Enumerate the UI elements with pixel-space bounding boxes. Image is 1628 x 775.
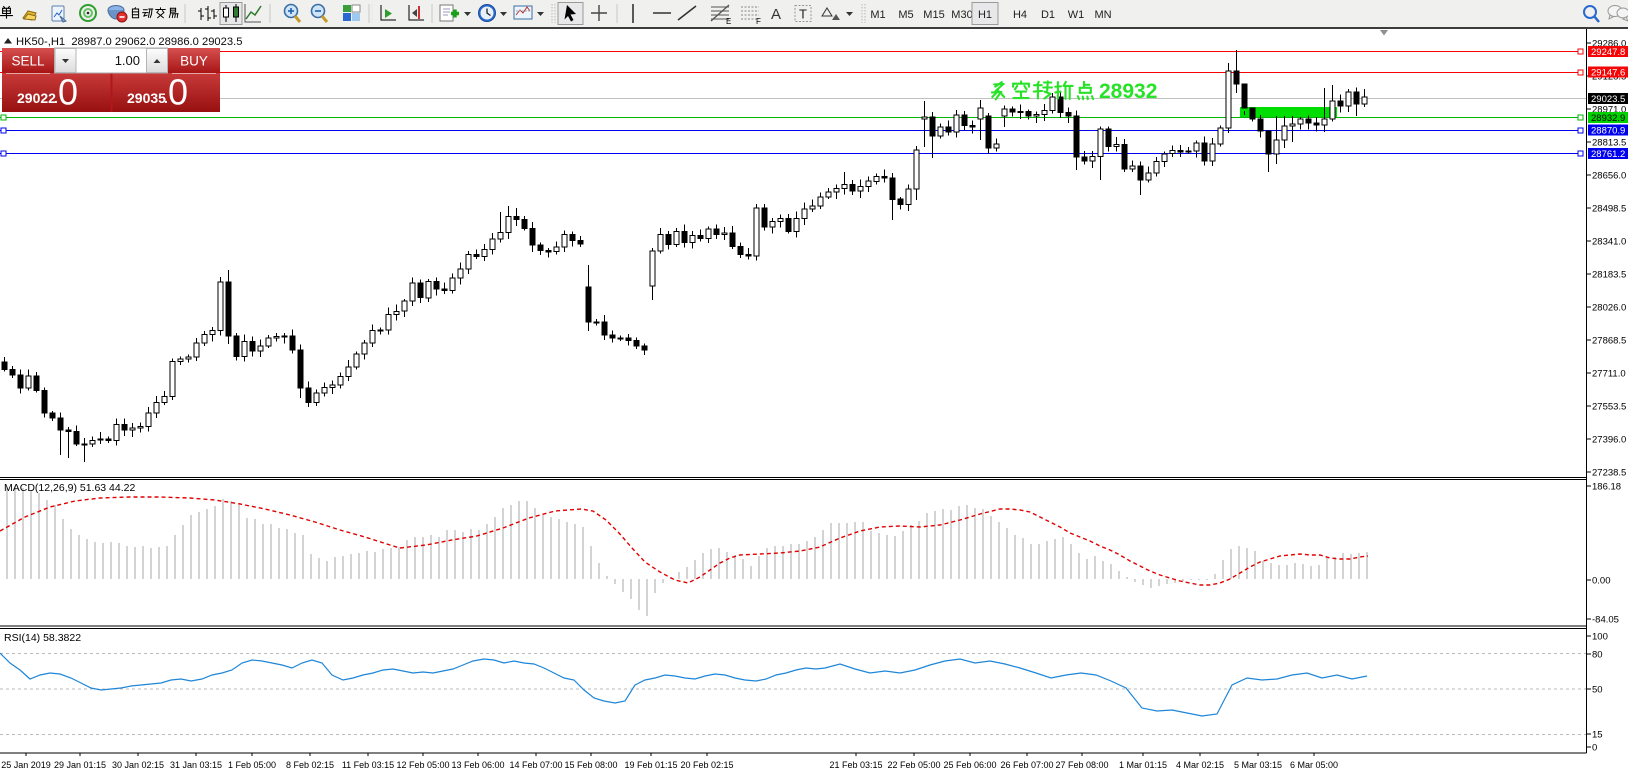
svg-text:0.00: 0.00 <box>1592 576 1611 587</box>
svg-text:27868.5: 27868.5 <box>1592 336 1626 347</box>
svg-text:31 Jan 03:15: 31 Jan 03:15 <box>170 760 222 770</box>
svg-text:28761.2: 28761.2 <box>1591 149 1625 160</box>
svg-text:M1: M1 <box>870 9 885 21</box>
svg-text:29147.6: 29147.6 <box>1591 68 1625 79</box>
svg-text:11 Feb 03:15: 11 Feb 03:15 <box>342 760 394 770</box>
svg-text:28813.5: 28813.5 <box>1592 138 1626 149</box>
svg-text:A: A <box>771 6 781 23</box>
svg-text:1 Feb 05:00: 1 Feb 05:00 <box>228 760 276 770</box>
svg-text:80: 80 <box>1592 650 1603 661</box>
svg-text:27238.5: 27238.5 <box>1592 468 1626 479</box>
svg-text:21 Feb 03:15: 21 Feb 03:15 <box>829 760 882 770</box>
svg-text:W1: W1 <box>1068 9 1085 21</box>
svg-text:28341.0: 28341.0 <box>1592 237 1626 248</box>
svg-text:4 Mar 02:15: 4 Mar 02:15 <box>1176 760 1224 770</box>
svg-text:H4: H4 <box>1013 9 1027 21</box>
svg-text:8 Feb 02:15: 8 Feb 02:15 <box>286 760 334 770</box>
svg-text:30 Jan 02:15: 30 Jan 02:15 <box>112 760 164 770</box>
svg-text:26 Feb 07:00: 26 Feb 07:00 <box>1000 760 1053 770</box>
svg-text:H1: H1 <box>978 9 992 21</box>
svg-text:F: F <box>756 17 761 26</box>
svg-text:15 Feb 08:00: 15 Feb 08:00 <box>564 760 617 770</box>
svg-text:22 Feb 05:00: 22 Feb 05:00 <box>887 760 940 770</box>
svg-text:29022: 29022 <box>17 90 56 106</box>
svg-text:D1: D1 <box>1041 9 1055 21</box>
svg-text:27553.5: 27553.5 <box>1592 402 1626 413</box>
svg-text:28498.5: 28498.5 <box>1592 204 1626 215</box>
svg-text:28932: 28932 <box>1099 80 1157 103</box>
svg-text:28183.5: 28183.5 <box>1592 270 1626 281</box>
svg-text:28656.0: 28656.0 <box>1592 171 1626 182</box>
svg-text:28932.9: 28932.9 <box>1591 113 1625 124</box>
svg-text:1 Mar 01:15: 1 Mar 01:15 <box>1119 760 1167 770</box>
svg-text:25 Jan 2019: 25 Jan 2019 <box>1 760 51 770</box>
svg-text:M15: M15 <box>923 9 944 21</box>
svg-text:29035: 29035 <box>127 90 166 106</box>
svg-text:HK50-,H1 28987.0 29062.0 2898: HK50-,H1 28987.0 29062.0 28986.0 29023.5 <box>16 36 242 48</box>
svg-text:E: E <box>726 17 731 26</box>
svg-text:29247.8: 29247.8 <box>1591 47 1625 58</box>
svg-text:29 Jan 01:15: 29 Jan 01:15 <box>54 760 106 770</box>
svg-text:15: 15 <box>1592 730 1603 741</box>
svg-text:29286.0: 29286.0 <box>1592 39 1626 50</box>
svg-text:100: 100 <box>1592 632 1608 643</box>
svg-text:-84.05: -84.05 <box>1592 615 1619 626</box>
svg-text:SELL: SELL <box>11 54 45 69</box>
svg-text:27 Feb 08:00: 27 Feb 08:00 <box>1055 760 1108 770</box>
svg-text:6 Mar 05:00: 6 Mar 05:00 <box>1290 760 1338 770</box>
svg-text:28870.9: 28870.9 <box>1591 126 1625 137</box>
svg-text:14 Feb 07:00: 14 Feb 07:00 <box>509 760 562 770</box>
svg-text:12 Feb 05:00: 12 Feb 05:00 <box>396 760 449 770</box>
svg-text:25 Feb 06:00: 25 Feb 06:00 <box>943 760 996 770</box>
svg-text:1.00: 1.00 <box>115 53 140 68</box>
svg-text:MACD(12,26,9) 51.63 44.22: MACD(12,26,9) 51.63 44.22 <box>4 482 135 494</box>
svg-text:BUY: BUY <box>180 54 208 69</box>
svg-text:20 Feb 02:15: 20 Feb 02:15 <box>680 760 733 770</box>
svg-text:RSI(14) 58.3822: RSI(14) 58.3822 <box>4 632 81 644</box>
svg-text:50: 50 <box>1592 685 1603 696</box>
svg-text:0: 0 <box>1592 743 1597 754</box>
svg-text:186.18: 186.18 <box>1592 482 1621 493</box>
svg-text:28026.0: 28026.0 <box>1592 303 1626 314</box>
svg-text:19 Feb 01:15: 19 Feb 01:15 <box>624 760 677 770</box>
svg-text:.: . <box>54 90 58 106</box>
svg-text:MN: MN <box>1094 9 1111 21</box>
svg-text:13 Feb 06:00: 13 Feb 06:00 <box>451 760 504 770</box>
svg-text:27711.0: 27711.0 <box>1592 369 1626 380</box>
svg-text:29023.5: 29023.5 <box>1591 94 1625 105</box>
svg-text:.: . <box>164 90 168 106</box>
svg-text:28971.0: 28971.0 <box>1592 105 1626 116</box>
svg-text:M30: M30 <box>951 9 972 21</box>
svg-text:T: T <box>799 7 807 22</box>
svg-text:27396.0: 27396.0 <box>1592 435 1626 446</box>
svg-text:M5: M5 <box>898 9 913 21</box>
svg-text:5 Mar 03:15: 5 Mar 03:15 <box>1234 760 1282 770</box>
svg-text:0: 0 <box>58 72 78 113</box>
svg-text:0: 0 <box>168 72 188 113</box>
